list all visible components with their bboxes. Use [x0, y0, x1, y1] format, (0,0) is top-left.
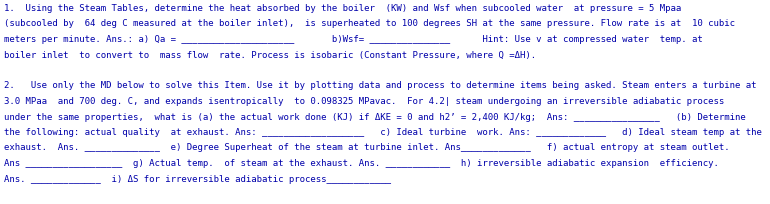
Text: 3.0 MPaa  and 700 deg. C, and expands isentropically  to 0.098325 MPavac.  For 4: 3.0 MPaa and 700 deg. C, and expands ise… [4, 97, 725, 106]
Text: under the same properties,  what is (a) the actual work done (KJ) if ΔKE = 0 and: under the same properties, what is (a) t… [4, 112, 746, 122]
Text: 1.  Using the Steam Tables, determine the heat absorbed by the boiler  (KW) and : 1. Using the Steam Tables, determine the… [4, 4, 681, 13]
Text: 2.   Use only the MD below to solve this Item. Use it by plotting data and proce: 2. Use only the MD below to solve this I… [4, 82, 756, 91]
Text: Ans __________________  g) Actual temp.  of steam at the exhaust. Ans. _________: Ans __________________ g) Actual temp. o… [4, 159, 719, 168]
Text: boiler inlet  to convert to  mass flow  rate. Process is isobaric (Constant Pres: boiler inlet to convert to mass flow rat… [4, 51, 536, 60]
Text: Ans. _____________  i) ΔS for irreversible adiabatic process____________: Ans. _____________ i) ΔS for irreversibl… [4, 174, 391, 184]
Text: (subcooled by  64 deg C measured at the boiler inlet),  is superheated to 100 de: (subcooled by 64 deg C measured at the b… [4, 20, 735, 29]
Text: exhaust.  Ans. ______________  e) Degree Superheat of the steam at turbine inlet: exhaust. Ans. ______________ e) Degree S… [4, 143, 730, 153]
Text: meters per minute. Ans.: a) Qa = _____________________       b)Wsf= ____________: meters per minute. Ans.: a) Qa = _______… [4, 35, 703, 44]
Text: the following: actual quality  at exhaust. Ans: ___________________   c) Ideal t: the following: actual quality at exhaust… [4, 128, 762, 137]
